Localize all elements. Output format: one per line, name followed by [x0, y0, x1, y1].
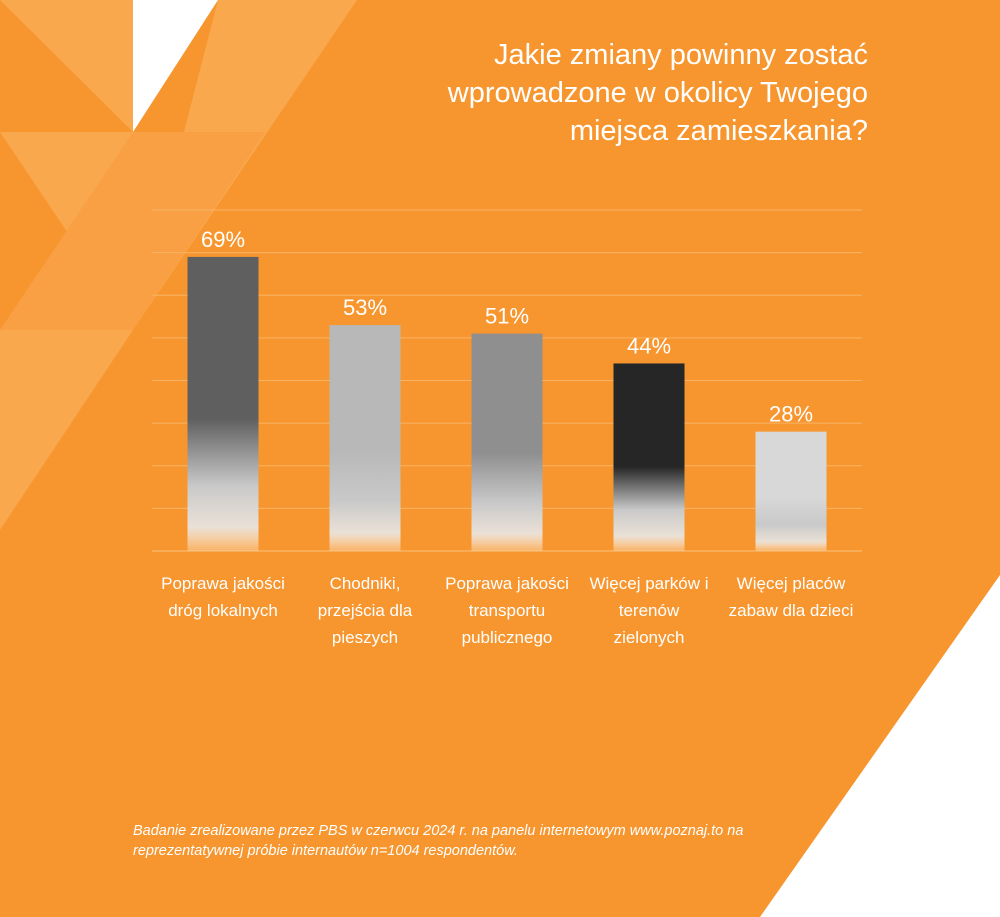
value-label-5: 28% [769, 402, 813, 427]
decor-triangle-6 [133, 132, 265, 330]
chart-title: Jakie zmiany powinny zostać wprowadzone … [447, 39, 868, 147]
decor-triangle-3 [0, 132, 133, 330]
decor-triangle-4 [133, 0, 357, 330]
category-label-4: Więcej parków i terenów zielonych [589, 574, 709, 647]
bar-3 [471, 333, 543, 551]
value-label-1: 69% [201, 227, 245, 252]
decor-triangle-5 [0, 330, 133, 530]
value-label-2: 53% [343, 295, 387, 320]
white-corner-top-left [133, 0, 218, 132]
bar-5 [755, 431, 827, 551]
source-footnote: Badanie zrealizowane przez PBS w czerwcu… [133, 823, 744, 859]
white-corner-bottom-right [760, 575, 1000, 917]
category-label-5: Więcej placów zabaw dla dzieci [728, 574, 854, 620]
category-label-1: Poprawa jakości dróg lokalnych [161, 574, 285, 620]
bar-1 [187, 256, 259, 551]
bar-4 [613, 363, 685, 551]
category-label-3: Poprawa jakości transportu publicznego [445, 574, 569, 647]
decor-triangle-1 [0, 0, 133, 132]
value-label-3: 51% [485, 304, 529, 329]
bars [187, 256, 827, 551]
bar-2 [329, 325, 401, 551]
category-label-2: Chodniki, przejścia dla pieszych [317, 574, 413, 647]
value-labels: 69% 53% 51% 44% 28% [201, 227, 813, 427]
value-label-4: 44% [627, 333, 671, 358]
